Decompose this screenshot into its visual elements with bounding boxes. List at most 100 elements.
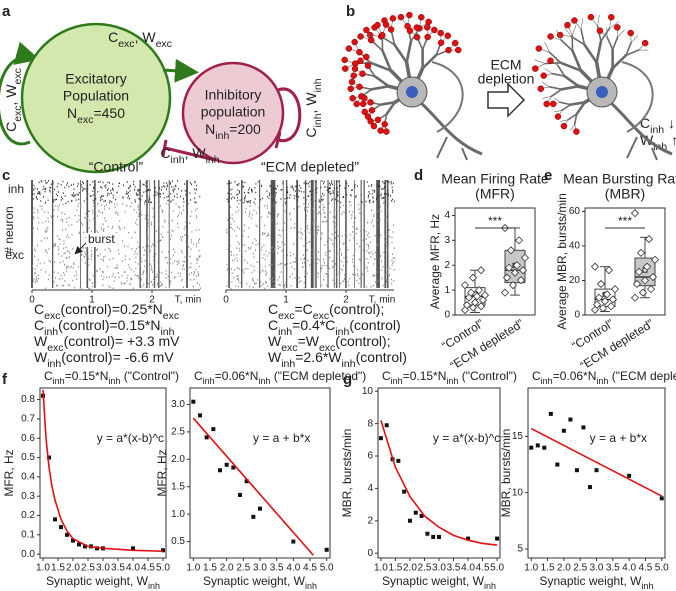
raster-spike: [33, 211, 35, 214]
raster-spike: [264, 232, 266, 235]
subscript: inh: [312, 113, 324, 127]
raster-spike: [293, 208, 295, 210]
raster-spike: [126, 204, 128, 207]
raster-spike: [335, 222, 337, 224]
raster-spike: [370, 256, 372, 258]
point: [561, 428, 566, 433]
raster-spike: [36, 280, 38, 283]
raster-spike: [343, 278, 345, 280]
raster-spike: [315, 268, 317, 271]
raster-spike: [161, 272, 163, 274]
raster-spike: [360, 200, 362, 202]
raster-spike: [90, 246, 92, 248]
raster-spike: [370, 209, 372, 212]
raster-spike: [295, 195, 297, 198]
raster-spike: [107, 226, 109, 228]
text-part: W: [34, 349, 48, 365]
raster-spike: [103, 276, 105, 279]
raster-spike: [32, 226, 34, 229]
raster-spike: [137, 275, 139, 277]
y-tick-label: 0.0: [21, 549, 35, 560]
raster-spike: [250, 199, 252, 202]
raster-spike: [179, 275, 181, 277]
raster-spike: [191, 183, 193, 186]
raster-spike: [89, 279, 91, 281]
raster-spike: [356, 280, 358, 282]
raster-spike: [326, 240, 328, 243]
raster-spike: [249, 187, 251, 189]
subscript: exc: [313, 310, 329, 322]
raster-spike: [44, 211, 46, 213]
raster-spike: [71, 234, 73, 236]
raster-spike: [102, 278, 104, 281]
significance: ***: [488, 214, 502, 228]
spine: [641, 39, 649, 47]
raster-spike: [377, 219, 379, 222]
raster-spike: [154, 245, 156, 248]
raster-spike: [332, 198, 334, 200]
raster-spike: [171, 219, 173, 222]
text-part: W: [268, 349, 282, 365]
raster-spike: [380, 260, 382, 263]
raster-spike: [315, 241, 317, 244]
raster-spike: [101, 186, 103, 189]
raster-spike: [145, 181, 147, 184]
raster-spike: [252, 278, 254, 281]
raster-spike: [384, 235, 386, 238]
raster-spike: [36, 265, 38, 267]
x-tick-label: 2.5: [236, 563, 250, 574]
raster-spike: [32, 193, 34, 195]
raster-spike: [153, 255, 155, 258]
raster-spike: [250, 264, 252, 267]
raster-spike: [365, 238, 367, 240]
raster-spike: [298, 277, 300, 279]
raster-spike: [330, 182, 332, 184]
raster-spike: [110, 189, 112, 192]
raster-spike: [154, 244, 156, 247]
raster-spike: [235, 257, 237, 259]
raster-spike: [33, 184, 35, 187]
raster-spike: [363, 222, 365, 225]
subscript: inh: [215, 130, 229, 142]
raster-spike: [290, 227, 292, 229]
raster-spike: [367, 262, 369, 264]
dendrite: [379, 101, 397, 106]
raster-spike: [286, 262, 288, 265]
raster-spike: [379, 223, 381, 226]
raster-spike: [343, 280, 345, 282]
raster-spike: [112, 194, 114, 196]
raster-spike: [341, 235, 343, 238]
raster-spike: [196, 245, 198, 248]
raster-spike: [277, 245, 279, 248]
raster-spike: [372, 201, 374, 203]
raster-spike: [158, 264, 160, 267]
raster-spike: [199, 255, 201, 257]
raster-spike: [245, 211, 247, 214]
raster-spike: [322, 182, 324, 185]
raster-spike: [189, 181, 191, 184]
spine: [348, 78, 356, 86]
text-part: Synaptic weight, W: [382, 574, 485, 588]
raster-spike: [56, 235, 58, 237]
raster-spike: [226, 263, 228, 266]
raster-spike: [134, 274, 136, 276]
raster-spike: [136, 223, 138, 226]
neuron-outline: [431, 61, 464, 133]
raster-spike: [234, 197, 236, 199]
raster-spike: [236, 253, 238, 256]
point: [574, 468, 579, 473]
raster-spike: [102, 260, 104, 262]
raster-spike: [267, 234, 269, 237]
raster-spike: [318, 200, 320, 203]
raster-spike: [60, 274, 62, 277]
raster-spike: [194, 181, 196, 184]
point: [636, 248, 646, 257]
raster-spike: [85, 247, 87, 249]
point: [596, 279, 606, 289]
raster-spike: [148, 195, 150, 198]
raster-spike: [81, 254, 83, 256]
raster-spike: [81, 223, 83, 226]
raster-spike: [239, 250, 241, 252]
raster-spike: [45, 220, 47, 222]
point: [632, 279, 642, 289]
